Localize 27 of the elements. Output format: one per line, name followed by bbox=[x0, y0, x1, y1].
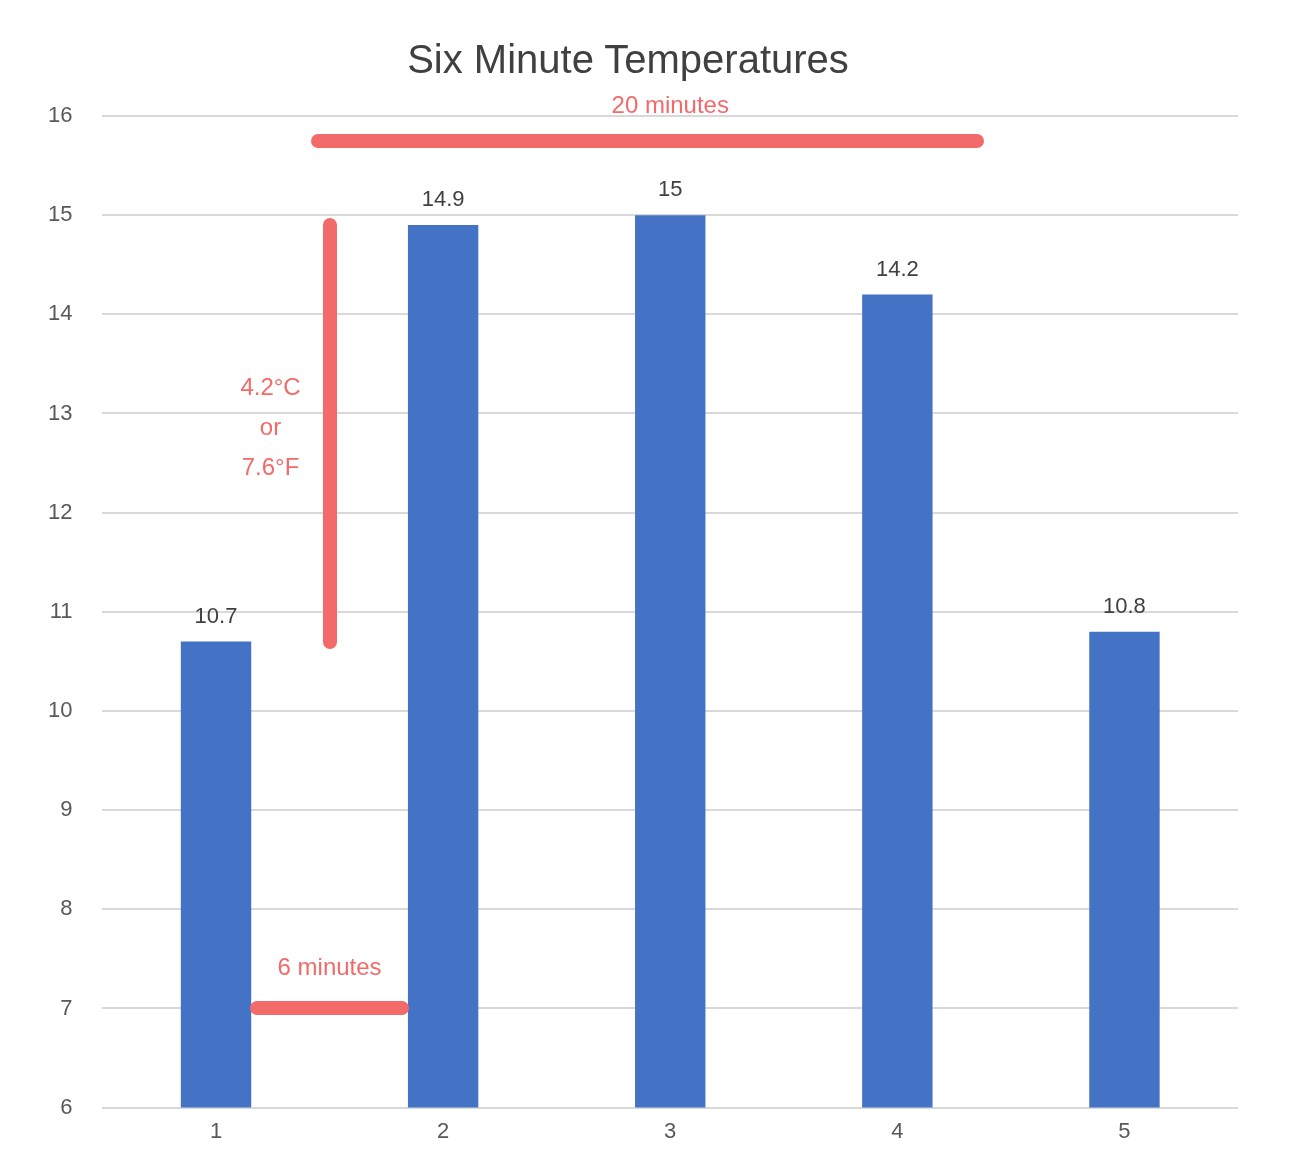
y-tick-label: 8 bbox=[60, 895, 73, 921]
annotation: 20 minutes bbox=[611, 90, 729, 118]
x-tick-label: 1 bbox=[209, 1117, 223, 1143]
y-tick-label: 14 bbox=[47, 300, 73, 326]
y-tick-label: 7 bbox=[60, 994, 73, 1020]
data-label: 10.7 bbox=[194, 602, 238, 628]
data-label: 15 bbox=[657, 176, 683, 202]
y-tick-label: 13 bbox=[47, 399, 73, 425]
y-tick-label: 15 bbox=[47, 201, 73, 227]
y-tick-label: 9 bbox=[60, 796, 73, 822]
x-tick-label: 3 bbox=[664, 1117, 677, 1143]
data-label: 14.2 bbox=[875, 255, 919, 281]
annotation: or bbox=[259, 412, 282, 440]
y-tick-label: 10 bbox=[47, 697, 73, 723]
data-label: 10.8 bbox=[1103, 592, 1146, 618]
annotation: 6 minutes bbox=[277, 953, 382, 981]
y-tick-label: 11 bbox=[49, 597, 73, 623]
x-tick-label: 4 bbox=[891, 1117, 904, 1143]
y-tick-label: 12 bbox=[47, 498, 73, 524]
annotation: 4.2°C bbox=[240, 373, 301, 401]
y-tick-label: 6 bbox=[60, 1093, 73, 1119]
x-tick-label: 5 bbox=[1118, 1117, 1131, 1143]
x-tick-label: 2 bbox=[437, 1117, 450, 1143]
y-tick-label: 16 bbox=[47, 102, 73, 128]
annotation: 7.6°F bbox=[241, 452, 300, 480]
data-label: 14.9 bbox=[421, 186, 465, 212]
chart-title: Six Minute Temperatures bbox=[407, 37, 849, 82]
